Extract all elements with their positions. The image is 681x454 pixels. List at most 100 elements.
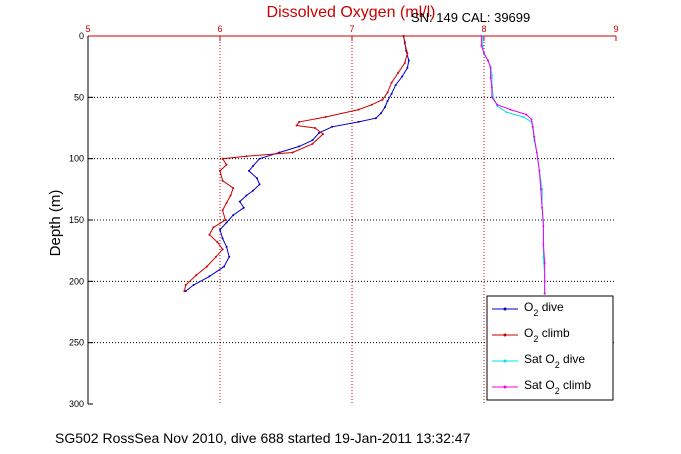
- y-tick-label: 250: [69, 338, 84, 348]
- series-point-0: [380, 112, 382, 115]
- series-point-1: [322, 133, 324, 136]
- series-point-0: [232, 214, 235, 217]
- series-point-1: [298, 120, 301, 123]
- series-point-3: [533, 135, 536, 138]
- series-point-3: [489, 66, 492, 69]
- series-point-1: [216, 241, 219, 244]
- legend-box: [486, 295, 614, 401]
- series-point-0: [278, 151, 281, 154]
- series-point-0: [228, 255, 231, 258]
- series-point-3: [480, 35, 483, 37]
- series-point-0: [225, 221, 228, 224]
- series-point-0: [374, 117, 377, 120]
- series-point-1: [314, 127, 316, 129]
- series-point-1: [232, 187, 235, 190]
- series-point-1: [229, 194, 232, 197]
- series-line-1: [183, 35, 408, 292]
- y-tick-label: 100: [69, 154, 84, 164]
- series-point-0: [221, 237, 224, 240]
- series-point-1: [221, 209, 224, 212]
- series-point-0: [298, 145, 301, 148]
- series-point-0: [248, 169, 250, 172]
- series-point-0: [331, 125, 334, 128]
- y-tick-label: 200: [69, 276, 84, 286]
- series-point-1: [221, 179, 224, 182]
- series-point-3: [490, 96, 493, 99]
- y-axis-label: Depth (m): [47, 190, 64, 257]
- series-point-1: [219, 169, 221, 172]
- series-point-0: [390, 92, 393, 95]
- series-point-1: [357, 108, 360, 111]
- series-point-0: [242, 206, 245, 209]
- series-point-1: [397, 71, 400, 74]
- series-point-0: [311, 139, 314, 142]
- legend-marker-3: [503, 385, 507, 389]
- legend-label-1: O2 climb: [524, 326, 570, 344]
- y-tick-label: 50: [74, 92, 84, 102]
- series-point-3: [535, 151, 538, 154]
- series-point-1: [370, 103, 373, 106]
- series-point-2: [522, 116, 525, 118]
- series-point-1: [386, 91, 389, 94]
- series-point-0: [192, 284, 195, 286]
- x-tick-label: 5: [85, 24, 90, 34]
- series-point-3: [489, 76, 492, 79]
- series-point-1: [225, 201, 228, 204]
- x-tick-label: 6: [217, 24, 222, 34]
- legend-marker-2: [503, 359, 507, 363]
- series-point-1: [381, 98, 384, 101]
- series-point-3: [542, 225, 545, 228]
- series-point-0: [258, 183, 261, 186]
- series-point-1: [215, 255, 217, 258]
- series-point-1: [403, 42, 406, 45]
- series-point-1: [221, 248, 224, 251]
- series-point-1: [402, 35, 405, 37]
- series-point-1: [390, 81, 393, 84]
- series-point-0: [407, 59, 410, 62]
- series-point-3: [543, 292, 546, 295]
- series-point-0: [384, 106, 386, 109]
- series-point-1: [212, 226, 215, 229]
- legend: O2 dive O2 climb Sat O2 dive Sat O2 climb: [486, 295, 614, 401]
- series-point-0: [208, 275, 211, 278]
- x-tick-label: 7: [349, 24, 354, 34]
- tick-labels: 5 6 7 8 9 0 50 100 150 200 250 300: [69, 24, 619, 409]
- series-point-1: [295, 124, 298, 127]
- series-point-1: [291, 151, 294, 154]
- series-point-3: [543, 261, 546, 264]
- series-point-3: [509, 108, 512, 111]
- data-series: [183, 35, 546, 295]
- series-point-1: [245, 155, 248, 158]
- y-tick-label: 150: [69, 215, 84, 225]
- series-point-0: [225, 246, 228, 248]
- series-point-0: [406, 66, 409, 69]
- series-point-3: [487, 59, 489, 62]
- series-point-0: [238, 200, 241, 203]
- legend-marker-1: [503, 333, 507, 337]
- series-point-1: [225, 163, 228, 166]
- series-point-2: [490, 74, 493, 77]
- series-point-3: [490, 86, 493, 89]
- figure-caption: SG502 RossSea Nov 2010, dive 688 started…: [55, 430, 471, 446]
- series-point-1: [324, 116, 327, 118]
- series-point-0: [245, 194, 248, 197]
- series-point-0: [223, 265, 225, 268]
- legend-label-3: Sat O2 climb: [524, 378, 591, 396]
- series-point-0: [318, 131, 320, 134]
- series-point-1: [195, 274, 198, 277]
- x-tick-label: 8: [481, 24, 486, 34]
- series-point-1: [205, 265, 208, 268]
- series-point-0: [256, 177, 258, 180]
- series-point-3: [530, 118, 533, 121]
- series-point-1: [403, 62, 406, 64]
- legend-marker-0: [503, 307, 507, 311]
- series-point-1: [183, 290, 186, 293]
- grid-lines: [88, 36, 616, 404]
- series-point-1: [221, 157, 224, 160]
- x-tick-label: 9: [613, 24, 618, 34]
- series-point-0: [252, 165, 254, 167]
- series-point-0: [219, 228, 221, 231]
- plot-axes: [87, 35, 617, 405]
- legend-label-0: O2 dive: [524, 300, 564, 318]
